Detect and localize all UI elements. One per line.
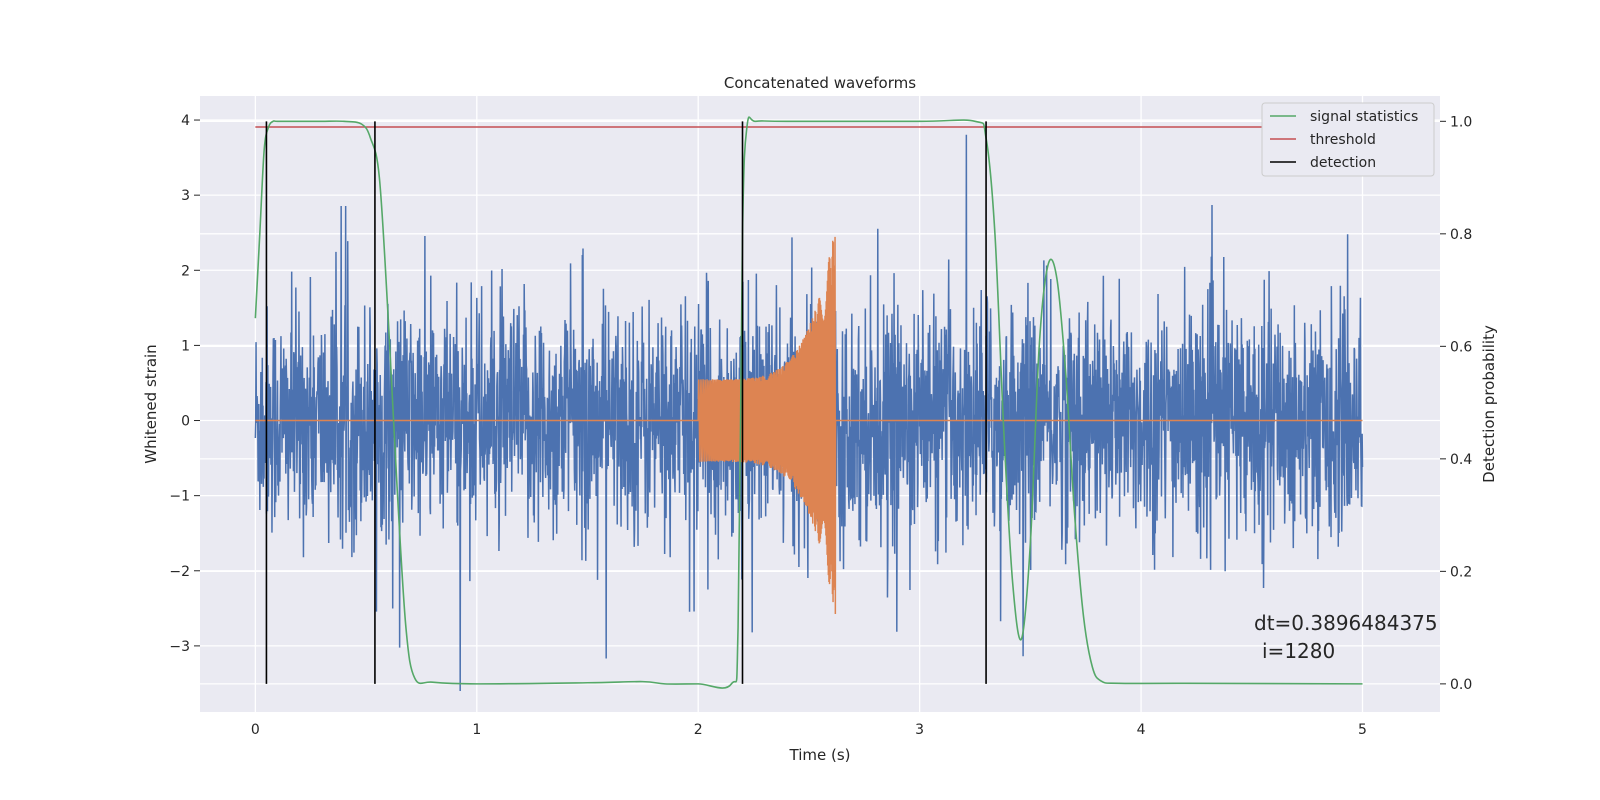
legend: signal statistics threshold detection [1261,102,1435,177]
y-tick-label: −2 [169,564,190,580]
annotation-dt: dt=0.3896484375 [1254,611,1438,635]
legend-label-signal-statistics: signal statistics [1310,109,1418,125]
y2-tick-label: 0.0 [1450,677,1472,693]
chart-title: Concatenated waveforms [724,74,916,92]
y2-axis-label: Detection probability [1480,325,1498,483]
y-tick-label: 2 [181,263,190,279]
y-tick-label: 3 [181,188,190,204]
series-template-line [255,236,1363,614]
legend-label-threshold: threshold [1310,132,1376,148]
x-tick-label: 0 [251,722,260,738]
ticks-layer: 0 1 2 3 4 5 −3 −2 −1 0 1 2 3 4 0.0 0.2 0.4 0.6 0.8 1.0 [169,113,1472,738]
y-tick-label: 4 [181,113,190,129]
y-axis-label: Whitened strain [142,344,160,463]
x-tick-label: 5 [1358,722,1367,738]
annotation-i: i=1280 [1262,639,1335,663]
x-tick-label: 3 [915,722,924,738]
legend-box [1261,102,1435,177]
x-tick-label: 1 [472,722,481,738]
y2-tick-label: 0.2 [1450,564,1472,580]
y-tick-label: 1 [181,338,190,354]
y-tick-label: 0 [181,414,190,430]
x-tick-label: 2 [694,722,703,738]
x-tick-label: 4 [1137,722,1146,738]
y2-tick-label: 0.6 [1450,339,1472,355]
y-tick-label: −1 [169,489,190,505]
x-axis-label: Time (s) [789,746,851,764]
y-tick-label: −3 [169,639,190,655]
y2-tick-label: 0.4 [1450,452,1472,468]
detections-layer [265,121,987,684]
legend-label-detection: detection [1310,155,1376,171]
y2-tick-label: 1.0 [1450,114,1472,130]
y2-tick-label: 0.8 [1450,227,1472,243]
